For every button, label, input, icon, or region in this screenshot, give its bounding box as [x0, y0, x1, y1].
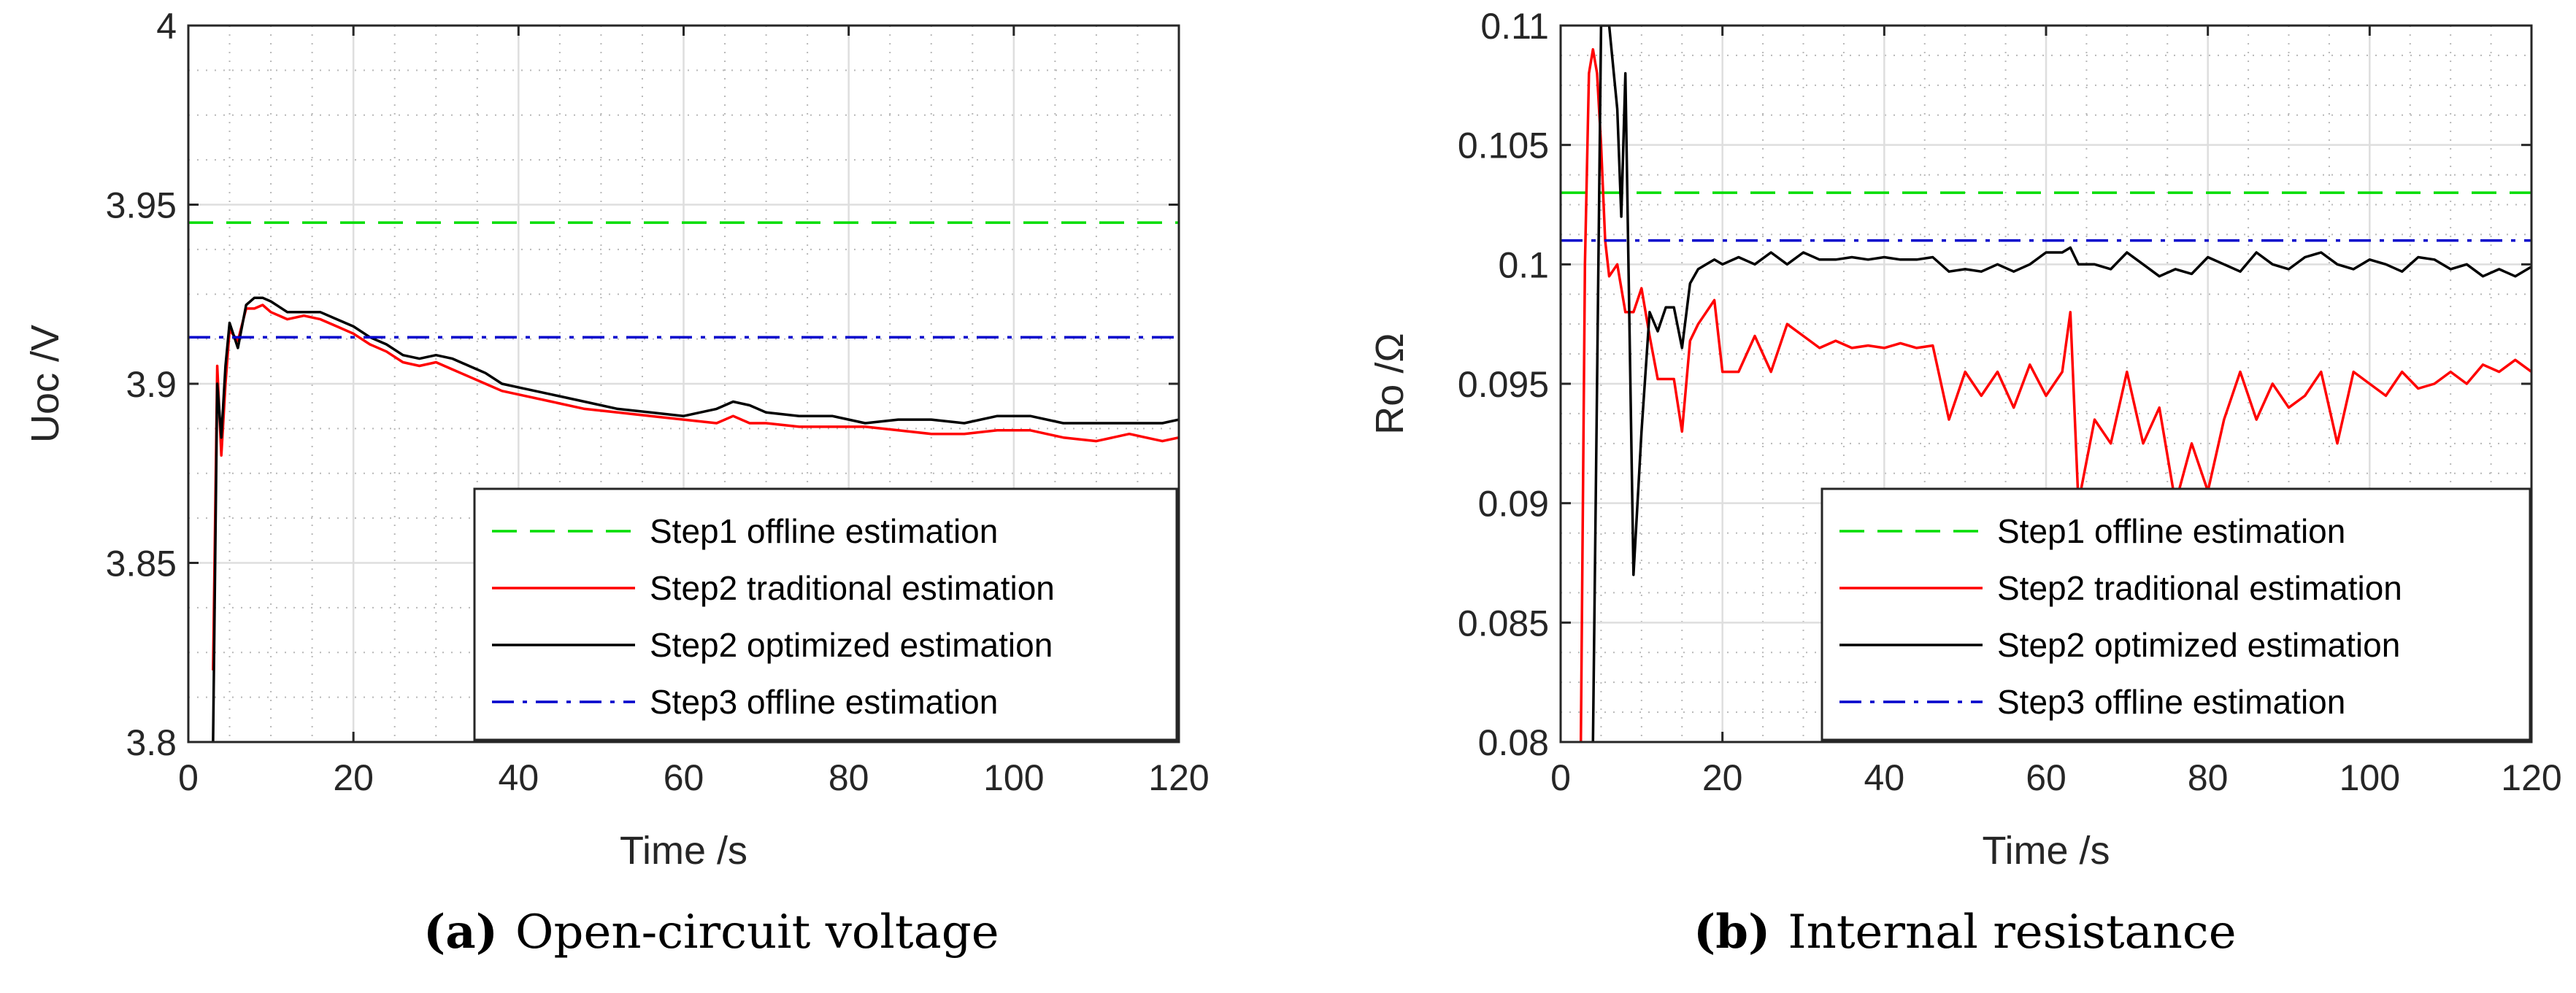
x-tick-label: 40 [1864, 757, 1905, 798]
y-tick-label: 0.095 [1458, 364, 1549, 405]
y-tick-label: 3.9 [126, 364, 177, 405]
caption-label-b: (b) [1693, 905, 1771, 959]
ticks-b: 0 20 40 60 80 100 120 0.08 0.085 0.09 0.095 0.1 0.10… [1458, 6, 2562, 798]
legend-label-4: Step3 offline estimation [1997, 683, 2345, 721]
legend-label-4: Step3 offline estimation [650, 683, 998, 721]
x-tick-label: 80 [2188, 757, 2229, 798]
caption-text-b: Internal resistance [1788, 905, 2237, 959]
x-axis-label-b: Time /s [1983, 829, 2110, 873]
series-lines-a [188, 221, 1179, 742]
legend-label-1: Step1 offline estimation [1997, 512, 2345, 550]
y-tick-label: 0.11 [1480, 6, 1549, 47]
y-tick-label: 0.08 [1478, 722, 1549, 763]
chart-panel-b: 0 20 40 60 80 100 120 0.08 0.085 0.09 0.095 0.1 0.10… [1368, 6, 2562, 873]
caption-a: (a) Open-circuit voltage [423, 905, 999, 959]
legend-label-3: Step2 optimized estimation [1997, 626, 2400, 664]
legend-b: Step1 offline estimation Step2 traditiona… [1820, 487, 2531, 741]
x-tick-label: 0 [1550, 757, 1571, 798]
y-tick-label: 3.85 [106, 544, 177, 584]
series-lines-b [1561, 26, 2531, 742]
caption-b: (b) Internal resistance [1693, 905, 2237, 959]
legend-label-1: Step1 offline estimation [650, 512, 998, 550]
x-tick-label: 100 [983, 757, 1044, 798]
x-tick-label: 20 [333, 757, 374, 798]
x-tick-label: 80 [828, 757, 869, 798]
y-tick-label: 3.8 [126, 722, 177, 763]
x-tick-label: 60 [664, 757, 704, 798]
caption-text-a: Open-circuit voltage [515, 905, 999, 959]
y-axis-label-b: Ro /Ω [1368, 333, 1412, 434]
ticks-a: 0 20 40 60 80 100 120 3.8 3.85 3.9 3.95 4 [106, 6, 1210, 798]
legend-label-2: Step2 traditional estimation [1997, 569, 2402, 607]
series-line-2 [212, 304, 1179, 671]
chart-panel-a: 0 20 40 60 80 100 120 3.8 3.85 3.9 3.95 4 Time /s U… [23, 6, 1210, 873]
x-axis-label-a: Time /s [620, 829, 747, 873]
y-tick-label: 0.09 [1478, 484, 1549, 525]
y-tick-label: 3.95 [106, 185, 177, 226]
y-tick-label: 4 [156, 6, 177, 47]
legend-label-2: Step2 traditional estimation [650, 569, 1055, 607]
x-tick-label: 60 [2026, 757, 2066, 798]
caption-label-a: (a) [423, 905, 499, 959]
y-tick-label: 0.105 [1458, 125, 1549, 166]
x-tick-label: 100 [2339, 757, 2400, 798]
series-line-3 [1591, 26, 2531, 742]
y-tick-label: 0.085 [1458, 603, 1549, 644]
legend-a: Step1 offline estimation Step2 traditiona… [473, 487, 1178, 741]
series-line-2 [1579, 47, 2531, 742]
y-tick-label: 0.1 [1498, 244, 1549, 285]
x-tick-label: 0 [178, 757, 199, 798]
x-tick-label: 120 [2501, 757, 2561, 798]
series-line-3 [212, 296, 1179, 742]
x-tick-label: 20 [1702, 757, 1743, 798]
x-tick-label: 40 [499, 757, 539, 798]
y-axis-label-a: Uoc /V [23, 325, 67, 443]
legend-label-3: Step2 optimized estimation [650, 626, 1053, 664]
x-tick-label: 120 [1148, 757, 1209, 798]
